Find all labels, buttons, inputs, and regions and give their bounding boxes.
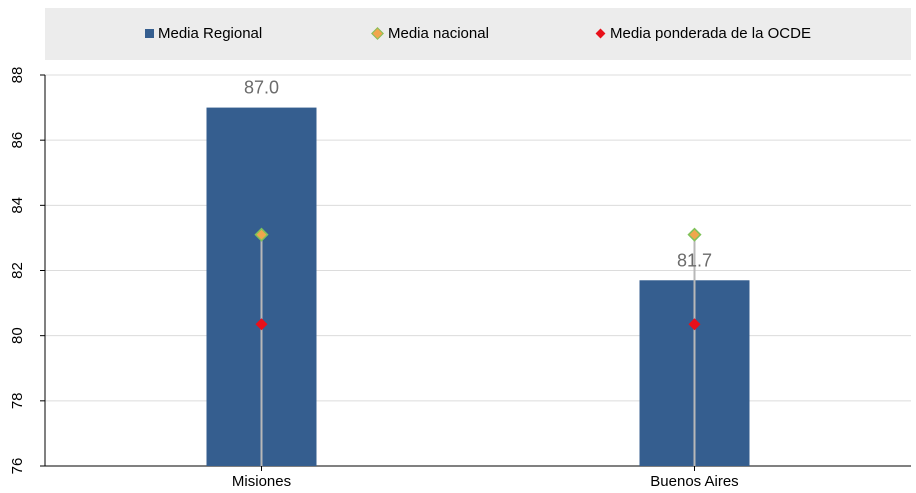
y-tick-label: 76 [9,458,26,475]
x-tick-label: Misiones [232,473,291,490]
y-tick-label: 80 [9,327,26,344]
y-tick-label: 88 [9,67,26,84]
x-tick-label: Buenos Aires [650,473,738,490]
y-tick-label: 78 [9,392,26,409]
y-tick-label: 86 [9,132,26,149]
y-tick-label: 84 [9,197,26,214]
y-tick-label: 82 [9,262,26,279]
marker-nacional [689,229,701,241]
data-label: 81.7 [677,250,712,270]
data-label: 87.0 [244,78,279,98]
